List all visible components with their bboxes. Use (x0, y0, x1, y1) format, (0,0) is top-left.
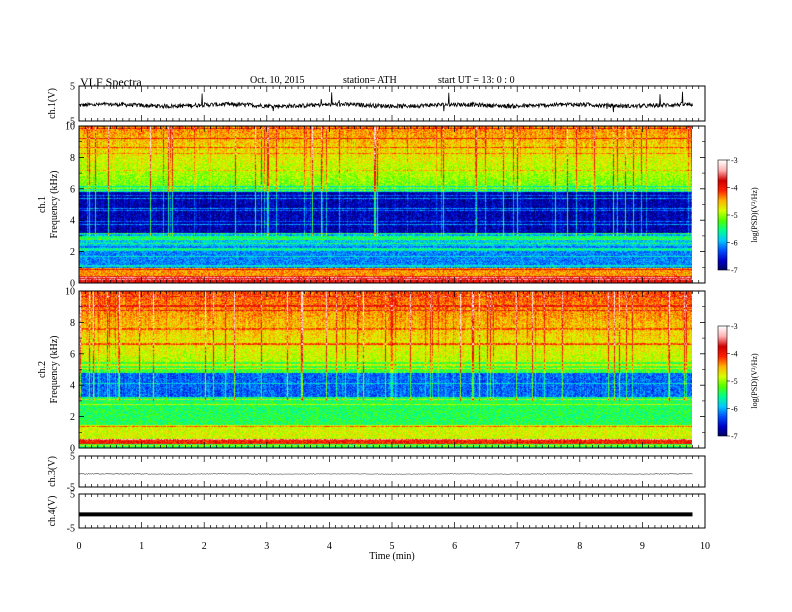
xtick-label: 6 (452, 541, 457, 552)
ch3-waveform-ytick-label: -5 (67, 483, 75, 494)
ch1-waveform-ytick-label: -5 (67, 117, 75, 128)
date-label: Oct. 10, 2015 (250, 75, 305, 86)
ch2-spectrogram-ytick-label: 2 (70, 412, 75, 423)
ch2-spectrogram-ytick-label: 10 (65, 287, 75, 298)
ch2-spectrogram-ylabel: Frequency (kHz) (49, 335, 60, 403)
ch2-spectrogram-colorbar-label: log(PSD)(V²/Hz) (750, 353, 759, 409)
ch2-spectrogram-colorbar-tick: -5 (731, 377, 738, 386)
station-label: station= ATH (343, 75, 397, 86)
ch2-spectrogram-image (79, 291, 692, 448)
xtick-label: 5 (390, 541, 395, 552)
ch1-spectrogram-ytick-label: 0 (70, 279, 75, 290)
ch1-spectrogram-ylabel: Frequency (kHz) (49, 170, 60, 238)
ch1-spectrogram-colorbar-tick: -7 (731, 266, 738, 275)
xtick-label: 8 (577, 541, 582, 552)
start-time-label: start UT = 13: 0 : 0 (438, 75, 515, 86)
ch1-spectrogram-ylabel: ch.1 (37, 196, 48, 213)
xtick-label: 3 (264, 541, 269, 552)
ch2-spectrogram-colorbar-tick: -6 (731, 405, 738, 414)
ch1-waveform-trace (78, 91, 693, 113)
ch1-waveform-ylabel: ch.1(V) (47, 88, 58, 119)
xtick-label: 2 (202, 541, 207, 552)
ch1-waveform-ytick-label: 5 (70, 82, 75, 93)
xtick-label: 0 (77, 541, 82, 552)
ch1-spectrogram-colorbar-tick: -6 (731, 239, 738, 248)
ch1-spectrogram-colorbar (718, 160, 727, 270)
xtick-label: 1 (139, 541, 144, 552)
xtick-label: 9 (640, 541, 645, 552)
ch1-spectrogram-ytick-label: 4 (70, 216, 75, 227)
xtick-label: 4 (327, 541, 332, 552)
ch1-spectrogram-colorbar-tick: -3 (731, 156, 738, 165)
ch1-spectrogram-ytick-label: 6 (70, 184, 75, 195)
ch2-spectrogram-ylabel: ch.2 (37, 361, 48, 378)
ch2-spectrogram-colorbar-tick: -4 (731, 350, 738, 359)
ch2-spectrogram-colorbar-tick: -7 (731, 432, 738, 441)
xaxis-label: Time (min) (369, 551, 414, 562)
ch2-spectrogram-ytick-label: 6 (70, 349, 75, 360)
ch1-spectrogram-ytick-label: 10 (65, 122, 75, 133)
ch3-waveform-ylabel: ch.3(V) (47, 456, 58, 487)
ch3-waveform-ytick-label: 5 (70, 452, 75, 463)
ch1-spectrogram-ytick-label: 8 (70, 153, 75, 164)
ch1-spectrogram-colorbar-tick: -5 (731, 211, 738, 220)
ch4-waveform-ytick-label: -5 (67, 524, 75, 535)
ch4-waveform-ytick-label: 5 (70, 490, 75, 501)
ch1-spectrogram-colorbar-tick: -4 (731, 184, 738, 193)
ch2-spectrogram-colorbar (718, 326, 727, 436)
ch4-waveform-ylabel: ch.4(V) (47, 496, 58, 527)
ch1-spectrogram-image (79, 126, 692, 283)
ch1-spectrogram-colorbar-label: log(PSD)(V²/Hz) (750, 187, 759, 243)
ch2-spectrogram-colorbar-tick: -3 (731, 322, 738, 331)
ch2-spectrogram-ytick-label: 8 (70, 318, 75, 329)
xtick-label: 10 (700, 541, 710, 552)
ch2-spectrogram-ytick-label: 0 (70, 444, 75, 455)
ch1-spectrogram-ytick-label: 2 (70, 247, 75, 258)
xtick-label: 7 (515, 541, 520, 552)
ch3-waveform-trace (79, 473, 693, 475)
ch2-spectrogram-ytick-label: 4 (70, 381, 75, 392)
